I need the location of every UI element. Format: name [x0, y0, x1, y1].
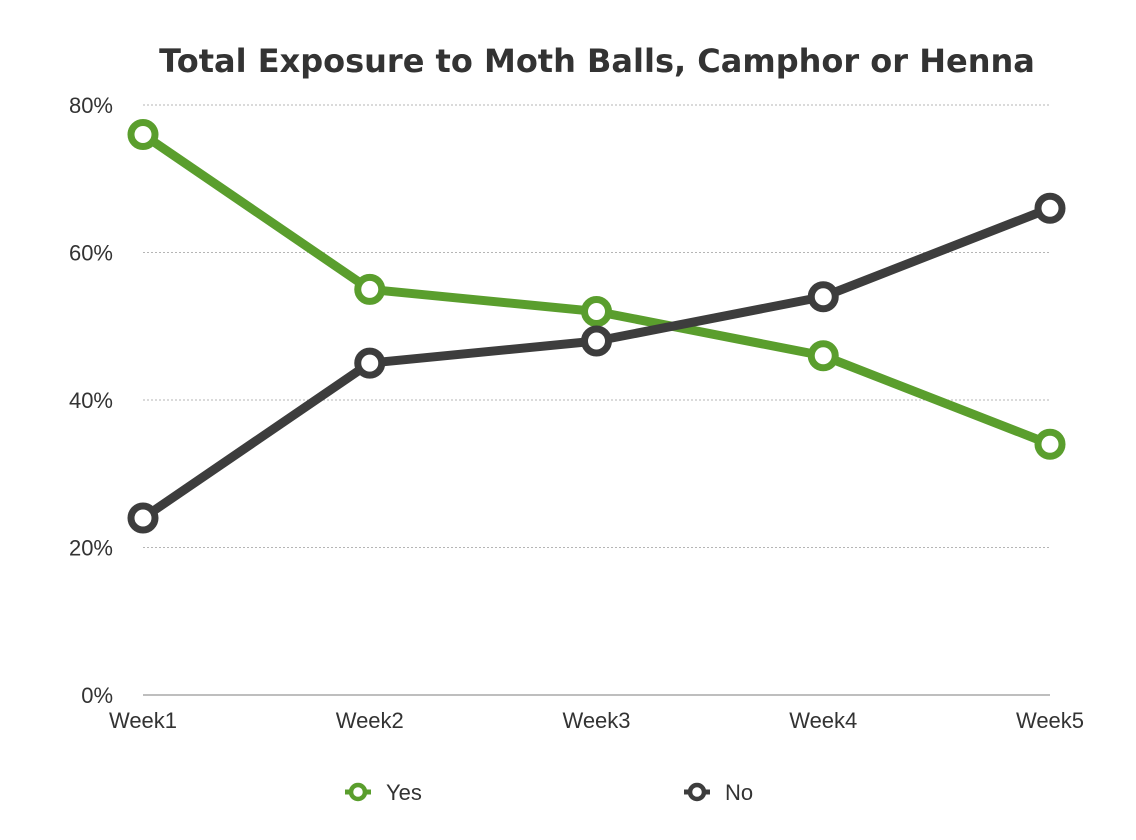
series-no [127, 192, 1066, 534]
series-yes [127, 119, 1066, 460]
axes: 0% 20% 40% 60% 80% Week1 Week2 Week3 Week4 Week5 [69, 93, 1084, 733]
legend: Yes No [345, 780, 753, 805]
x-tick-label: Week5 [1016, 708, 1084, 733]
data-point [127, 502, 159, 534]
y-tick-label: 80% [69, 93, 113, 118]
data-point [354, 273, 386, 305]
x-tick-label: Week4 [789, 708, 857, 733]
series-line [138, 203, 1055, 523]
y-tick-label: 40% [69, 388, 113, 413]
data-point [127, 119, 159, 150]
legend-item-no: No [684, 780, 753, 805]
x-tick-label: Week3 [562, 708, 630, 733]
legend-swatch-marker [687, 782, 707, 802]
chart-title: Total Exposure to Moth Balls, Camphor or… [159, 42, 1035, 80]
x-tick-label: Week1 [109, 708, 177, 733]
data-point [807, 281, 839, 313]
data-point [807, 340, 839, 372]
series-layer [127, 119, 1066, 534]
y-tick-label: 60% [69, 241, 113, 266]
grid-lines [143, 104, 1050, 548]
data-point [581, 325, 612, 357]
legend-swatch-marker [348, 782, 368, 802]
data-point [354, 347, 386, 379]
y-tick-label: 20% [69, 536, 113, 561]
y-tick-label: 0% [81, 683, 113, 708]
series-line [138, 130, 1055, 449]
data-point [1034, 428, 1066, 460]
legend-label: No [725, 780, 753, 805]
data-point [1034, 192, 1066, 224]
x-tick-label: Week2 [336, 708, 404, 733]
data-point [581, 296, 612, 327]
legend-item-yes: Yes [345, 780, 422, 805]
legend-label: Yes [386, 780, 422, 805]
